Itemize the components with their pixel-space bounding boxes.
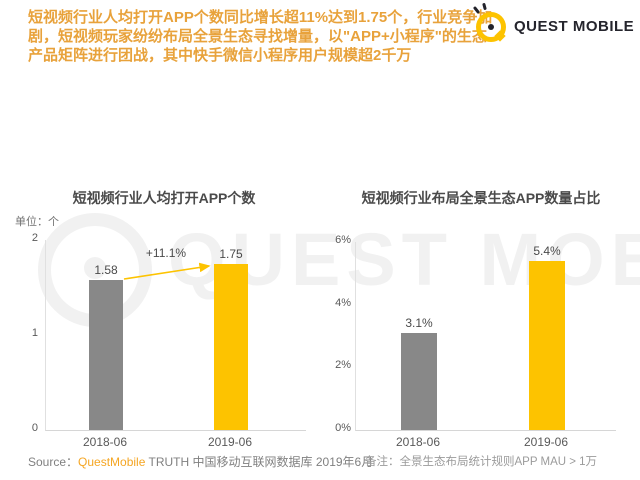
bar-2019: [529, 261, 565, 430]
note-line: 备注：全景生态布局统计规则APP MAU > 1万: [365, 456, 598, 468]
plot-area: 1.58 1.75 +11.1%: [45, 240, 306, 431]
chart-avg-apps-opened: 短视频行业人均打开APP个数 单位：个 2 1 0 1.58 1.75: [8, 185, 320, 455]
logo-wordmark: QUEST MOBILE: [514, 17, 635, 35]
plot-area: 3.1% 5.4%: [355, 242, 616, 431]
source-line: Source：QuestMobile TRUTH 中国移动互联网数据库 2019…: [28, 453, 373, 470]
y-tick: 0: [31, 422, 38, 434]
bar-value-label: 5.4%: [533, 244, 561, 258]
growth-arrow-icon: [123, 262, 211, 280]
bar-2018: [89, 280, 123, 430]
logo-dot-icon: [488, 24, 494, 30]
source-prefix: Source：: [28, 455, 79, 469]
bar-value-label: 1.75: [219, 247, 243, 261]
y-tick: 1: [31, 327, 38, 339]
watermark-dot-icon: [84, 257, 106, 279]
chart-panorama-app-share: 短视频行业布局全景生态APP数量占比 6% 4% 2% 0% 3.1% 5.4%…: [330, 185, 632, 455]
bar-value-label: 3.1%: [405, 316, 433, 330]
logo-lash-icon: [482, 2, 487, 11]
bar-column-2019: 5.4%: [529, 244, 565, 430]
y-tick: 2: [31, 232, 38, 244]
source-rest: TRUTH 中国移动互联网数据库 2019年6月: [145, 455, 374, 469]
source-brand: QuestMobile: [78, 455, 146, 469]
growth-annotation: +11.1%: [145, 246, 187, 260]
y-tick: 4%: [335, 297, 351, 309]
y-tick: 0%: [335, 422, 351, 434]
x-category-2018: 2018-06: [395, 435, 441, 449]
y-tick: 2%: [335, 359, 351, 371]
x-category-2019: 2019-06: [207, 435, 253, 449]
bar-column-2018: 3.1%: [401, 316, 437, 430]
bar-column-2019: 1.75: [214, 247, 248, 430]
page-headline: 短视频行业人均打开APP个数同比增长超11%达到1.75个，行业竞争加剧，短视频…: [28, 9, 493, 64]
x-category-2018: 2018-06: [82, 435, 128, 449]
bar-2018: [401, 333, 437, 430]
x-category-2019: 2019-06: [523, 435, 569, 449]
unit-label: 单位：个: [15, 216, 59, 228]
chart-title: 短视频行业人均打开APP个数: [72, 190, 256, 206]
logo-ring-icon: [476, 12, 506, 42]
questmobile-logo: QUEST MOBILE: [472, 2, 635, 42]
chart-title: 短视频行业布局全景生态APP数量占比: [361, 190, 601, 206]
bar-column-2018: 1.58: [89, 263, 123, 430]
bar-value-label: 1.58: [94, 263, 118, 277]
bar-2019: [214, 264, 248, 430]
y-tick: 6%: [335, 234, 351, 246]
questmobile-logo-icon: [472, 2, 506, 42]
